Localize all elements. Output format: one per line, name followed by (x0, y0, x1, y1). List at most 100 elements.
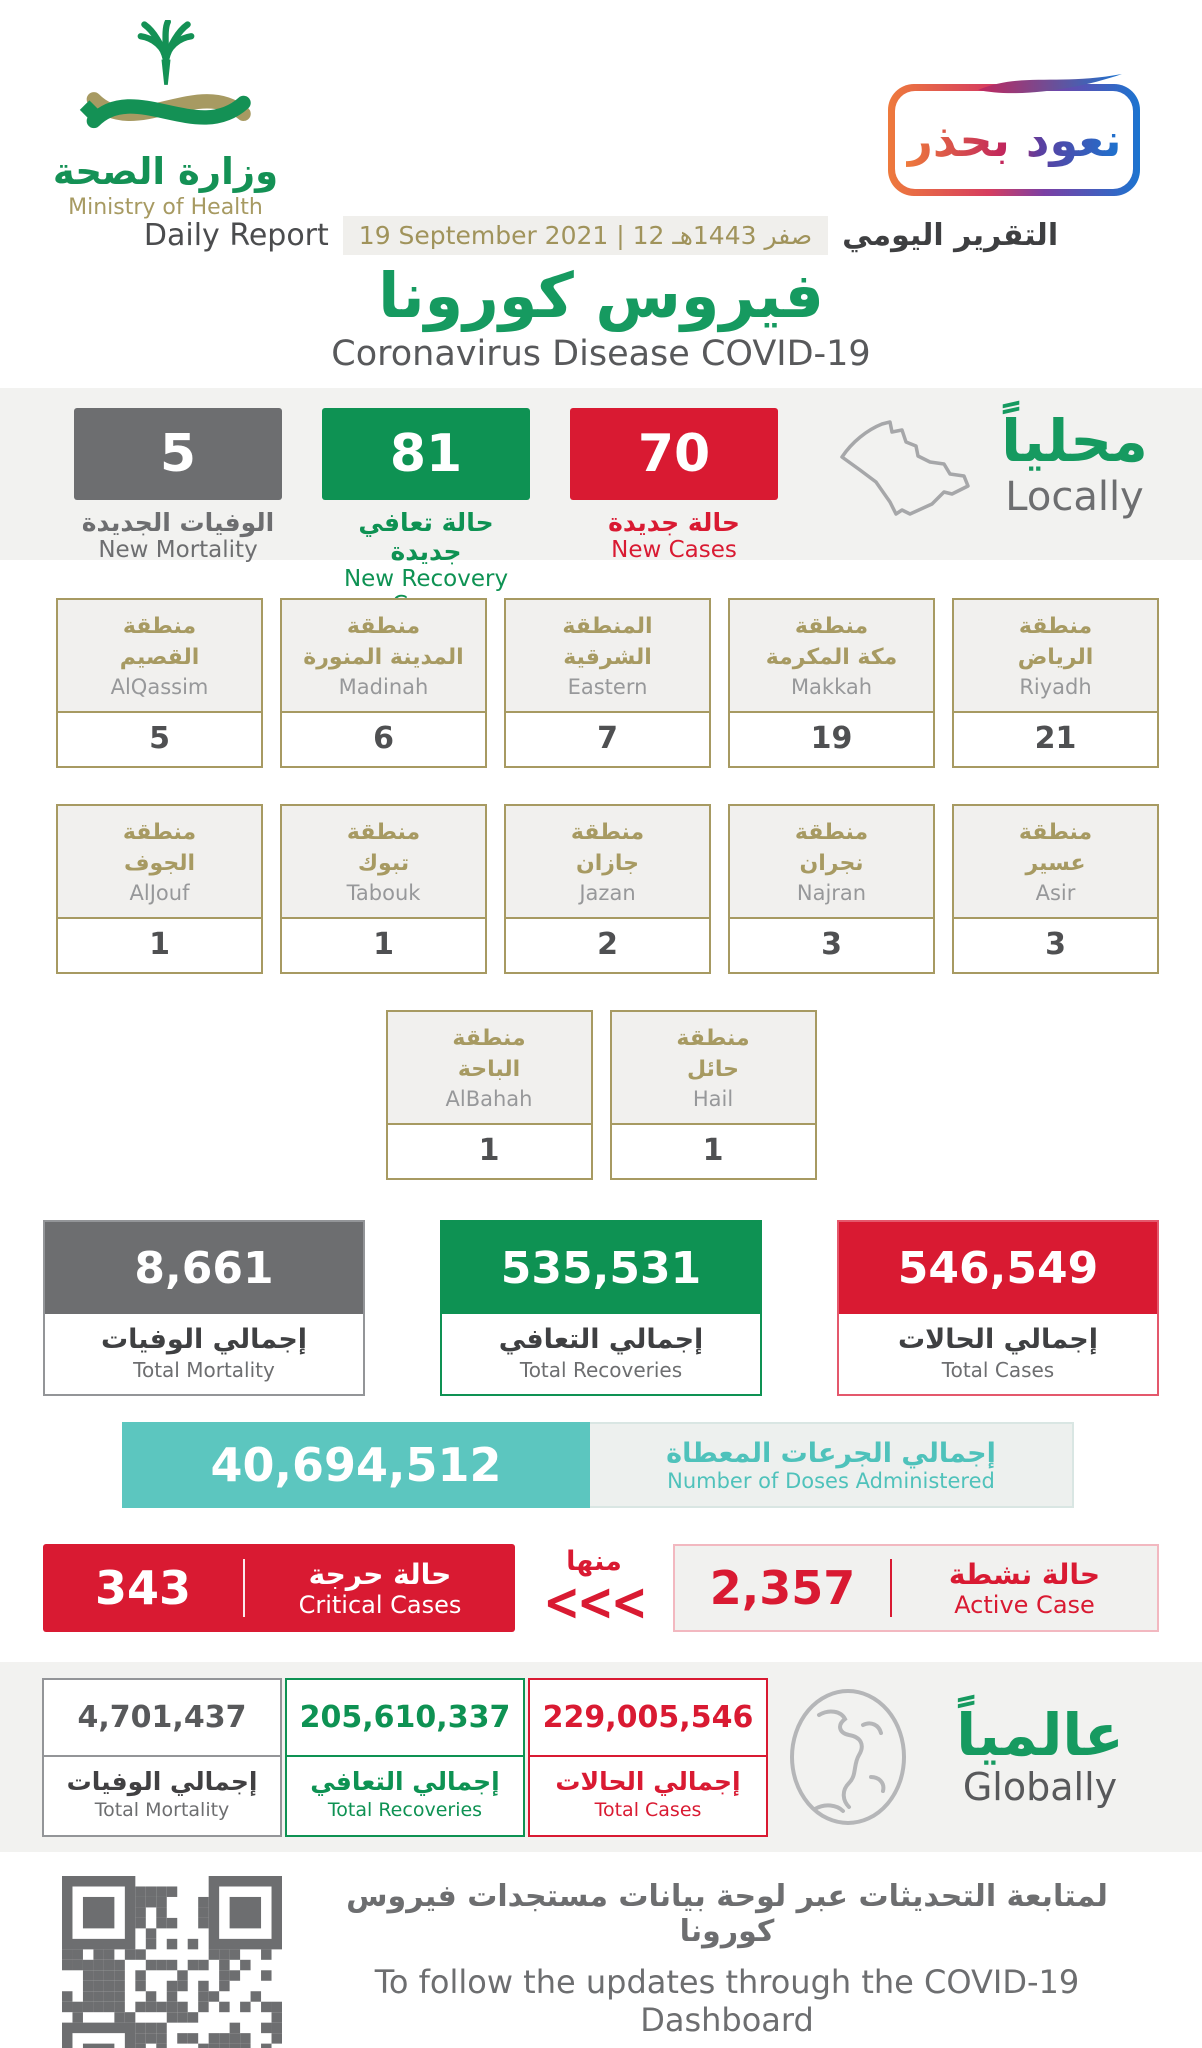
region-name-en: Riyadh (1019, 674, 1092, 699)
region-card-albahah: منطقة الباحة AlBahah 1 (385, 1010, 593, 1180)
page-title-english: Coronavirus Disease COVID-19 (331, 334, 871, 374)
of-which-connector: منها <<< (515, 1544, 673, 1629)
region-card-madinah: منطقة المدينة المنورة Madinah 6 (280, 598, 487, 768)
new-mortality-label-ar: الوفيات الجديدة (81, 508, 275, 537)
region-name-en: Madinah (338, 674, 429, 699)
region-card-asir: منطقة عسير Asir 3 (952, 804, 1159, 974)
global-mortality-label-en: Total Mortality (94, 1798, 230, 1821)
total-recoveries-label-en: Total Recoveries (519, 1358, 683, 1382)
region-name-ar: منطقة حائل (676, 1026, 750, 1082)
global-mortality-card: 4,701,437 إجمالي الوفيات Total Mortality (42, 1677, 282, 1837)
region-name-en: Najran (796, 880, 867, 905)
region-name-en: AlQassim (110, 674, 209, 699)
badge-swoosh (978, 74, 1122, 94)
locally-section: 5 الوفيات الجديدة New Mortality 81 حالة … (0, 388, 1202, 618)
region-row-1: منطقة القصيم AlQassim 5 منطقة المدينة ال… (0, 598, 1202, 768)
critical-label-ar: حالة حرجة (308, 1557, 452, 1591)
region-name-ar: منطقة القصيم (119, 614, 200, 670)
region-name-ar: منطقة نجران (794, 820, 869, 876)
region-name-ar: منطقة عسير (1018, 820, 1093, 876)
global-mortality-label-ar: إجمالي الوفيات (66, 1766, 258, 1796)
global-cases-value: 229,005,546 (530, 1680, 766, 1757)
global-recoveries-label-en: Total Recoveries (327, 1798, 483, 1821)
new-mortality-value: 5 (74, 408, 282, 500)
global-cases-label-en: Total Cases (594, 1798, 702, 1821)
new-cases-stat: 70 حالة جديدة New Cases (570, 408, 778, 563)
total-recoveries-label-ar: إجمالي التعافي (498, 1324, 704, 1355)
region-row-2: منطقة الجوف AlJouf 1 منطقة تبوك Tabouk 1… (0, 804, 1202, 974)
active-label-ar: حالة نشطة (948, 1557, 1101, 1591)
total-mortality-value: 8,661 (45, 1222, 363, 1314)
moh-logo-english: Ministry of Health (68, 195, 263, 220)
total-cases-value: 546,549 (839, 1222, 1157, 1314)
global-mortality-value: 4,701,437 (44, 1680, 280, 1757)
moh-logo: وزارة الصحة Ministry of Health (48, 20, 283, 220)
globally-section: 4,701,437 إجمالي الوفيات Total Mortality… (0, 1662, 1202, 1852)
moh-logo-arabic: وزارة الصحة (52, 150, 279, 193)
globally-heading-en: Globally (962, 1765, 1118, 1810)
region-card-alqassim: منطقة القصيم AlQassim 5 (56, 598, 263, 768)
region-name-ar: منطقة جازان (570, 820, 645, 876)
chevrons-left-icon: <<< (543, 1571, 648, 1634)
region-name-en: Hail (692, 1086, 734, 1111)
critical-label-en: Critical Cases (298, 1590, 462, 1619)
report-date: 19 September 2021 | 12 صفر 1443هـ (342, 216, 829, 255)
new-recoveries-label-ar: حالة تعافي جديدة (358, 508, 494, 566)
divider (890, 1559, 892, 1617)
active-case-value: 2,357 (709, 1561, 856, 1615)
dashboard-line-en: To follow the updates through the COVID-… (374, 1963, 1080, 2039)
local-totals: 8,661 إجمالي الوفيات Total Mortality 535… (0, 1220, 1202, 1396)
region-name-en: Eastern (567, 674, 648, 699)
globally-heading-ar: عالمياً (956, 1700, 1124, 1769)
locally-heading-ar: محلياً (1001, 407, 1148, 475)
critical-active-row: 343 حالة حرجة Critical Cases منها <<< 2,… (0, 1544, 1202, 1632)
region-name-en: AlJouf (129, 880, 190, 905)
global-cases-label-ar: إجمالي الحالات (555, 1766, 741, 1796)
new-mortality-stat: 5 الوفيات الجديدة New Mortality (74, 408, 282, 563)
divider (243, 1559, 245, 1617)
region-card-aljouf: منطقة الجوف AlJouf 1 (56, 804, 263, 974)
region-card-tabouk: منطقة تبوك Tabouk 1 (280, 804, 487, 974)
region-name-en: Makkah (790, 674, 873, 699)
critical-cases-labels: حالة حرجة Critical Cases (245, 1558, 515, 1619)
region-value: 6 (373, 721, 394, 756)
region-card-eastern: المنطقة الشرقية Eastern 7 (504, 598, 711, 768)
dashboard-line-ar: لمتابعة التحديثات عبر لوحة بيانات مستجدا… (346, 1879, 1108, 1949)
new-cases-label-ar: حالة جديدة (608, 508, 740, 537)
total-cases-label-en: Total Cases (941, 1358, 1055, 1382)
of-which-label: منها (566, 1546, 622, 1577)
locally-heading: محلياً Locally (992, 408, 1157, 520)
region-row-3: منطقة الباحة AlBahah 1 منطقة حائل Hail 1 (0, 1010, 1202, 1180)
critical-cases-value: 343 (94, 1561, 192, 1615)
page-title-arabic: فيروس كورونا (378, 259, 824, 332)
region-card-hail: منطقة حائل Hail 1 (609, 1010, 817, 1180)
active-label-en: Active Case (954, 1590, 1095, 1619)
new-cases-value: 70 (570, 408, 778, 500)
total-recoveries-value: 535,531 (442, 1222, 760, 1314)
saudi-arabia-map-icon (840, 420, 970, 516)
active-case-labels: حالة نشطة Active Case (892, 1558, 1157, 1619)
globally-heading: عالمياً Globally (920, 1700, 1160, 1810)
badge-text: نعود بحذر (906, 113, 1122, 167)
doses-administered-bar: 40,694,512 إجمالي الجرعات المعطاة Number… (122, 1422, 1074, 1508)
doses-label-en: Number of Doses Administered (667, 1468, 995, 1493)
global-cases-card: 229,005,546 إجمالي الحالات Total Cases (528, 1677, 768, 1837)
total-mortality-label-en: Total Mortality (133, 1358, 275, 1382)
region-card-najran: منطقة نجران Najran 3 (728, 804, 935, 974)
region-value: 1 (702, 1133, 724, 1168)
region-name-en: Jazan (579, 880, 636, 905)
region-value: 19 (810, 721, 853, 756)
daily-report-label-en: Daily Report (143, 218, 329, 253)
return-with-caution-badge: نعود بحذر (888, 74, 1140, 196)
region-name-en: Tabouk (346, 880, 421, 905)
active-case-box: 2,357 حالة نشطة Active Case (673, 1544, 1159, 1632)
region-name-en: AlBahah (445, 1086, 533, 1111)
new-mortality-label-en: New Mortality (98, 537, 258, 563)
region-name-ar: منطقة مكة المكرمة (765, 614, 898, 670)
global-recoveries-value: 205,610,337 (287, 1680, 523, 1757)
qr-code (62, 1876, 282, 2048)
moh-logo-mark (79, 20, 251, 129)
region-name-en: Asir (1035, 880, 1076, 905)
global-recoveries-card: 205,610,337 إجمالي التعافي Total Recover… (285, 1677, 525, 1837)
region-name-ar: منطقة الرياض (1017, 614, 1094, 670)
